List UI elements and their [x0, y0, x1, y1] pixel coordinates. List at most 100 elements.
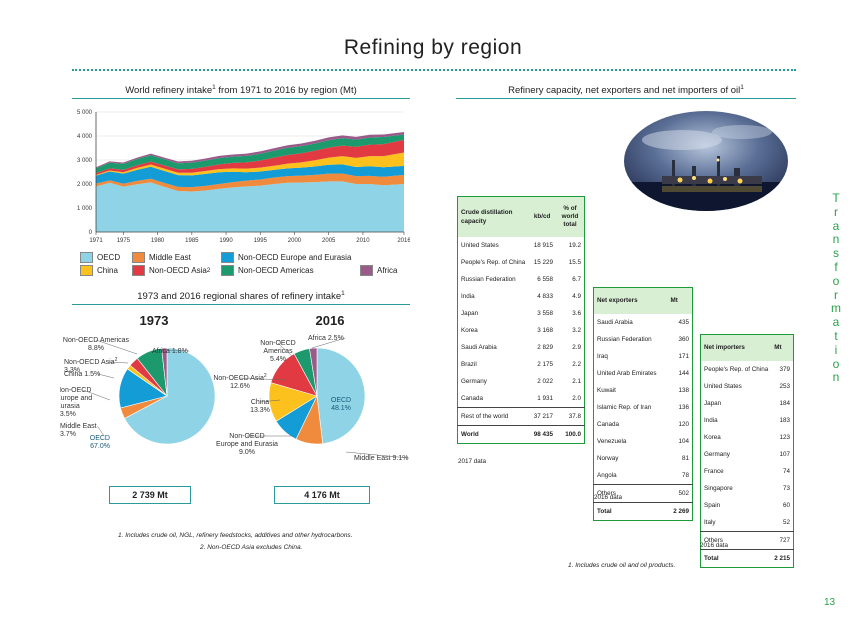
capacity-header-kbcd: kb/cd	[528, 196, 556, 237]
pie-label-line: Non-OECD Asia	[64, 359, 115, 366]
x-tick-label: 1995	[254, 238, 268, 244]
side-label-letter: s	[833, 246, 839, 261]
importers-cell: 73	[782, 484, 790, 492]
x-tick-label: 1980	[151, 238, 165, 244]
exporters-row: Saudi Arabia 435	[594, 314, 693, 331]
legend-label-china: China	[97, 266, 118, 275]
importers-row: Japan 184	[701, 395, 794, 412]
capacity-row: Canada 1 931 2.0	[458, 390, 585, 408]
y-tick-label: 2 000	[77, 182, 93, 188]
right-section-title-sup: 1	[740, 84, 744, 91]
pie-label-line: Non-OECD Asia	[213, 375, 264, 382]
area-chart-title-sup: 1	[212, 84, 216, 91]
capacity-cell: 3 168	[537, 326, 553, 334]
capacity-world-kbcd: 98 435	[528, 424, 556, 443]
exporters-others-row: Others 502	[593, 483, 693, 502]
capacity-cell: 2.2	[572, 360, 581, 368]
legend-swatch-non-oecd-europe	[221, 252, 234, 263]
capacity-cell: 4.9	[572, 292, 581, 300]
legend-item-non-oecd-europe: Non-OECD Europe and Eurasia	[221, 252, 351, 263]
pie-1973-slice-africa	[161, 347, 168, 397]
legend-label-non-oecd-asia-sup: 2	[206, 267, 211, 274]
right-section-title-main: Refinery capacity, net exporters and net…	[508, 85, 741, 97]
pie-1973-label-africa: Africa 1.8%	[152, 348, 188, 355]
exporters-rows: Saudi Arabia 435 Russian Federation 360 Iraq…	[594, 314, 693, 485]
exporters-row: Venezuela 104	[594, 433, 693, 450]
x-tick-label: 1990	[219, 238, 233, 244]
pie-2016-label-non-oecd-europe-and-eurasia: Non-OECD Europe and Eurasia 9.0%	[216, 433, 278, 456]
importers-row: Korea 123	[701, 429, 794, 446]
legend-item-non-oecd-asia: Non-OECD Asia 2	[132, 265, 210, 276]
capacity-header-pct: % of world total	[556, 196, 585, 237]
exporters-cell: 81	[681, 454, 689, 462]
legend-swatch-africa	[360, 265, 373, 276]
capacity-cell: 6.7	[572, 275, 581, 283]
side-label-letter: r	[834, 287, 838, 302]
side-label-letter: m	[831, 301, 841, 316]
pie-label-line: Africa 2.5%	[308, 335, 344, 342]
importers-others-row: Others 727	[700, 530, 794, 549]
legend-swatch-non-oecd-asia	[132, 265, 145, 276]
exporters-row: Iraq 171	[594, 348, 693, 365]
side-label-letter: n	[832, 232, 840, 247]
capacity-row: Saudi Arabia 2 829 2.9	[458, 339, 585, 356]
y-tick-label: 0	[89, 230, 93, 236]
pie-2016-label-oecd: OECD 48.1%	[331, 397, 351, 412]
importers-cell: Korea	[704, 433, 721, 441]
pie-label-line: Europe and Eurasia	[216, 441, 278, 448]
pie-2016-label-non-oecd-americas: Non-OECD Americas 5.4%	[260, 340, 295, 363]
y-tick-label: 5 000	[77, 110, 93, 116]
exporters-cell: Iraq	[597, 352, 608, 360]
side-label-letter: o	[832, 273, 840, 288]
pie-label-line: 5.4%	[270, 356, 286, 363]
legend-label-non-oecd-asia: Non-OECD Asia	[149, 266, 207, 275]
capacity-rest-row: Rest of the world 37 217 37.8	[457, 406, 585, 425]
side-label-letter: o	[832, 356, 840, 371]
left-footnote-2: 2. Non-OECD Asia excludes China.	[200, 544, 303, 551]
capacity-cell: 1 931	[537, 394, 553, 402]
pie-label-line: Non-OECD	[260, 340, 295, 347]
importers-cell: India	[704, 416, 718, 424]
importers-cell: 74	[782, 467, 790, 475]
exporters-cell: Kuwait	[597, 386, 616, 394]
capacity-row: Russian Federation 6 558 6.7	[458, 271, 585, 288]
capacity-world-row: World 98 435 100.0	[457, 424, 585, 443]
title-divider	[72, 69, 796, 71]
importers-others-mt: 727	[771, 530, 794, 549]
legend-item-oecd: OECD	[80, 252, 120, 263]
importers-header-mt: Mt	[771, 334, 794, 361]
pie-leader-line	[83, 389, 111, 401]
capacity-cell: United States	[461, 241, 499, 249]
capacity-row: Brazil 2 175 2.2	[458, 356, 585, 373]
exporters-cell: 144	[678, 369, 689, 377]
importers-row: France 74	[701, 463, 794, 480]
importers-cell: 184	[779, 399, 790, 407]
total-2016-box: 4 176 Mt	[274, 486, 370, 504]
x-tick-label: 2010	[356, 238, 370, 244]
side-label-letter: i	[834, 342, 838, 357]
importers-others-name: Others	[700, 530, 772, 549]
exporters-others-name: Others	[593, 483, 668, 502]
importers-total-row: Total 2 215	[700, 548, 794, 567]
pie-label-line: Non-OECD	[60, 387, 91, 394]
exporters-cell: Russian Federation	[597, 335, 652, 343]
exporters-cell: 104	[678, 437, 689, 445]
capacity-cell: 19.2	[568, 241, 581, 249]
importers-cell: United States	[704, 382, 742, 390]
total-1973-box: 2 739 Mt	[109, 486, 191, 504]
importers-cell: 60	[782, 501, 790, 509]
capacity-cell: 2 022	[537, 377, 553, 385]
pie-leader-line	[164, 349, 190, 352]
pie-label-line: Africa 1.8%	[152, 348, 188, 355]
pie-leader-line	[239, 377, 287, 381]
importers-rows: People's Rep. of China 379 United States 25…	[701, 361, 794, 532]
capacity-cell: Saudi Arabia	[461, 343, 497, 351]
pies-title-main: 1973 and 2016 regional shares of refiner…	[137, 291, 342, 303]
legend-item-non-oecd-americas: Non-OECD Americas	[221, 265, 314, 276]
capacity-cell: 18 915	[533, 241, 553, 249]
pie-1973-label-china: China 1.5%	[64, 371, 100, 378]
exporters-cell: 171	[678, 352, 689, 360]
importers-cell: Italy	[704, 518, 716, 526]
pie-label-sup: 2	[115, 357, 118, 363]
